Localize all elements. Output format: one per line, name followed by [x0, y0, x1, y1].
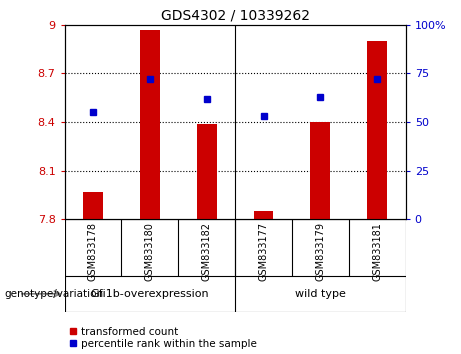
Bar [367, 41, 387, 219]
Text: genotype/variation: genotype/variation [5, 289, 104, 299]
Bar [140, 30, 160, 219]
Bar [83, 192, 103, 219]
Title: GDS4302 / 10339262: GDS4302 / 10339262 [160, 8, 310, 22]
Text: GSM833178: GSM833178 [88, 222, 98, 281]
Text: Gfi1b-overexpression: Gfi1b-overexpression [90, 289, 209, 299]
Legend: transformed count, percentile rank within the sample: transformed count, percentile rank withi… [70, 327, 257, 349]
Text: GSM833182: GSM833182 [201, 222, 212, 281]
Bar [197, 124, 217, 219]
Text: wild type: wild type [295, 289, 346, 299]
Bar [254, 211, 273, 219]
Text: GSM833180: GSM833180 [145, 222, 155, 281]
Text: GSM833181: GSM833181 [372, 222, 382, 281]
Text: GSM833179: GSM833179 [315, 222, 325, 281]
Text: GSM833177: GSM833177 [259, 222, 269, 281]
Bar [310, 122, 331, 219]
